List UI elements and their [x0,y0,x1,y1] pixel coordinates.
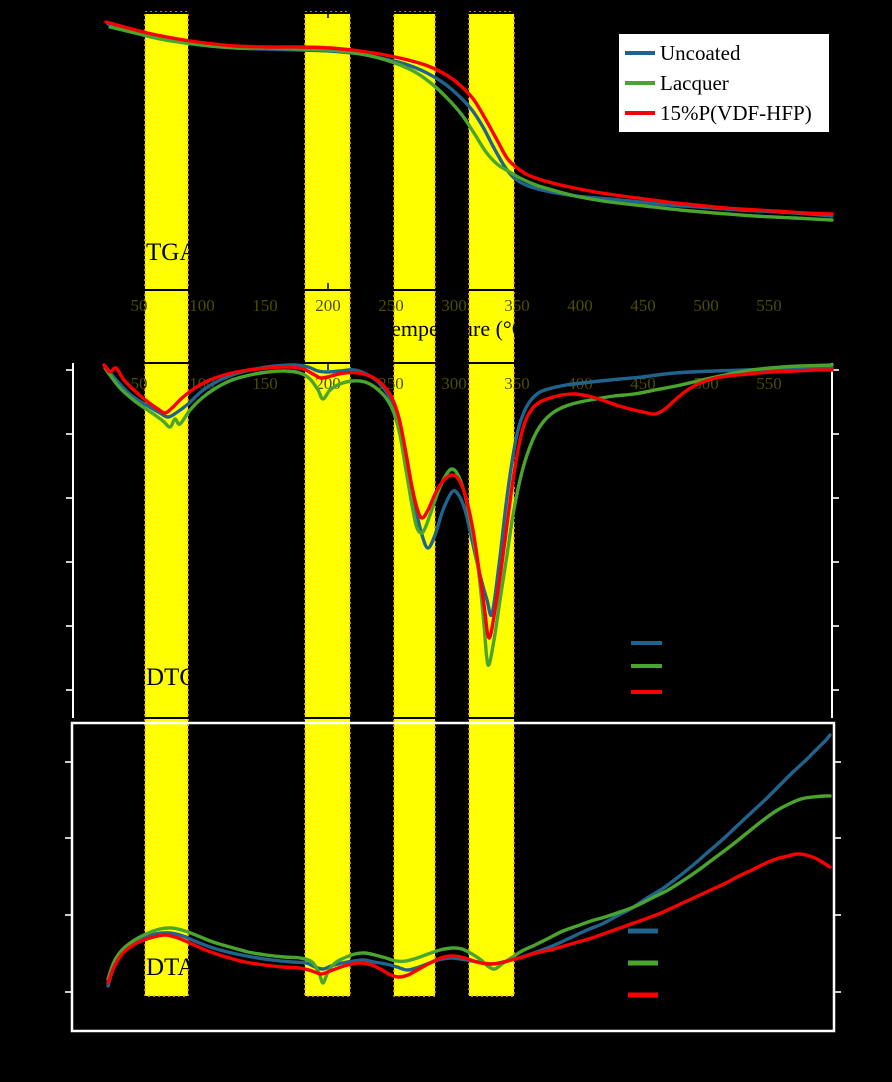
legend-label-lacquer: Lacquer [660,70,729,95]
legend-label-pvdf-hfp: 15%P(VDF-HFP) [660,100,812,125]
tga-curve-lacquer [108,25,834,222]
dtg-panel-label: DTG [146,664,198,691]
x-tick-label: 350 [504,296,530,315]
x-tick-label: 150 [252,296,278,315]
tga-panel-label: TGA [146,239,198,266]
x-tick-label: 50 [131,374,148,393]
legend-box: Uncoated Lacquer 15%P(VDF-HFP) [618,33,830,133]
legend-label-uncoated: Uncoated [660,40,741,65]
pvdf-hfp-line-swatch [625,111,655,115]
x-tick-label: 100 [189,296,215,315]
x-tick-label: 550 [756,374,782,393]
x-tick-label: 350 [504,374,530,393]
x-tick-label: 450 [630,296,656,315]
dta-curve-uncoated [106,733,832,988]
x-tick-label: 200 [315,296,341,315]
highlight-band-1 [144,11,189,997]
x-tick-label: 550 [756,296,782,315]
legend-item-lacquer: Lacquer [625,70,823,95]
legend-item-uncoated: Uncoated [625,40,823,65]
x-tick-label: 300 [441,296,467,315]
tga-curve-15-p-vdf-hfp- [104,20,834,216]
x-tick-label: 300 [441,374,467,393]
x-tick-label: 50 [131,296,148,315]
dtg-curve-uncoated [103,363,834,618]
dtg-curve-15-p-vdf-hfp- [102,363,834,640]
x-tick-label: 400 [567,296,593,315]
lacquer-line-swatch [625,81,655,85]
dtg-curve-lacquer [103,363,834,667]
highlight-band-2 [304,11,351,997]
x-tick-label: 150 [252,374,278,393]
x-tick-label: 500 [693,296,719,315]
dta-frame [70,721,836,1033]
dta-panel-label: DTA [146,954,196,981]
dta-curve-15-p-vdf-hfp- [106,852,832,985]
x-tick-label: 250 [378,296,404,315]
legend-item-pvdf-hfp: 15%P(VDF-HFP) [625,100,823,125]
dta-curve-lacquer [106,794,832,985]
uncoated-line-swatch [625,51,655,55]
x-axis-title: Temperature (°C) [379,316,534,341]
